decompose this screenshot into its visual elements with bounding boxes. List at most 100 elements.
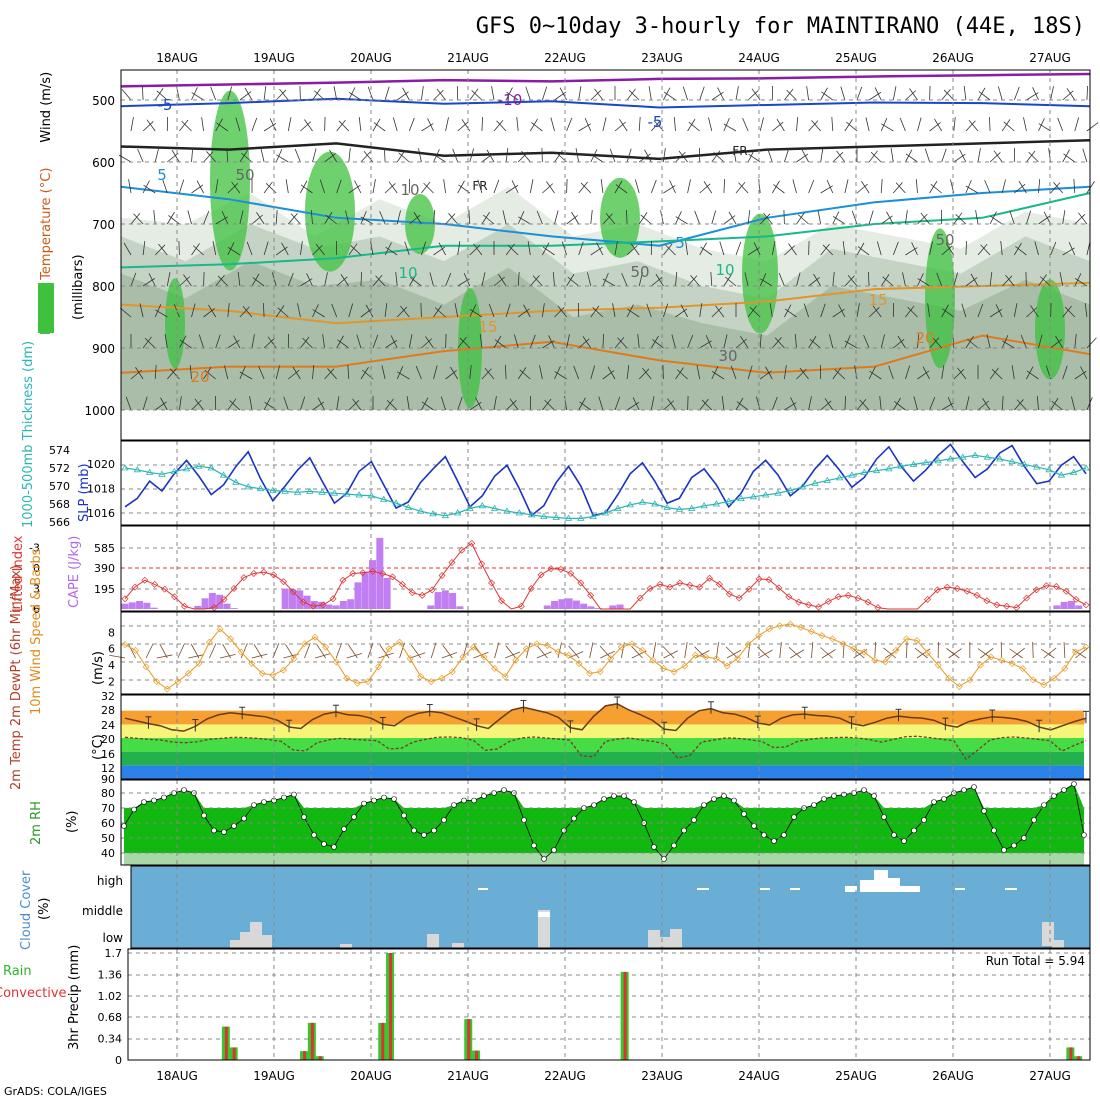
surface-wind-barb — [1032, 641, 1034, 659]
wind-barb — [251, 334, 255, 349]
wind-barb — [934, 118, 943, 132]
rh-point — [1011, 842, 1017, 849]
wind-barb — [594, 88, 604, 101]
surface-wind-barb — [914, 647, 928, 659]
wind-barb — [154, 401, 167, 411]
rh-ylabel: 2m RH — [29, 801, 44, 845]
wind-barb — [494, 339, 507, 349]
rh-point — [151, 797, 157, 804]
wind-barb — [265, 182, 277, 194]
lifted-index-point — [359, 569, 367, 577]
wind-barb — [700, 246, 713, 256]
wind-barb — [638, 153, 651, 163]
wind-barb — [690, 275, 701, 287]
wind-barb — [857, 246, 870, 256]
wind-barb — [517, 211, 525, 225]
wind-barb — [665, 244, 676, 256]
wind-barb — [963, 86, 967, 101]
precip-tick: 1.7 — [105, 947, 123, 960]
thickness-point — [1020, 460, 1029, 467]
run-total-label: Run Total = 5.94 — [986, 954, 1085, 968]
wind-barb — [638, 117, 641, 132]
wind-barb — [433, 89, 444, 101]
thickness-tick: 570 — [49, 480, 70, 493]
lifted-index-point — [280, 578, 288, 586]
wind-barb — [678, 150, 688, 163]
thickness-point — [786, 486, 795, 493]
wind-barb — [153, 210, 156, 225]
wind-barb — [275, 305, 285, 318]
rh-point — [1041, 802, 1047, 808]
rh-point — [341, 826, 347, 832]
wind-barb — [331, 303, 338, 318]
wind-barb — [1086, 181, 1095, 194]
surface-wind-barb — [1040, 648, 1055, 659]
wind-barb — [1016, 399, 1027, 411]
wind-barb — [735, 241, 742, 256]
wind-barb — [612, 303, 616, 318]
wind-barb — [142, 278, 156, 287]
wind-barb — [924, 148, 930, 163]
wind-barb — [917, 334, 920, 349]
wind-barb — [917, 213, 928, 225]
wind-barb — [1084, 303, 1088, 318]
wind-barb — [383, 147, 386, 163]
wind-barb — [671, 334, 676, 349]
wind-barb — [275, 149, 283, 163]
rh-point — [521, 817, 527, 823]
cape-bar — [587, 606, 595, 609]
surface-wind-barb — [758, 649, 773, 659]
wind-barb — [531, 122, 543, 132]
wind-barb — [179, 119, 189, 132]
high-cloud-bar — [874, 870, 888, 892]
lifted-index-point — [993, 601, 1001, 609]
wind-barb — [832, 151, 844, 163]
surface-wind-barb — [379, 644, 390, 659]
wind-barb — [130, 369, 142, 380]
wind-barb — [356, 334, 362, 349]
wind-barb — [735, 338, 747, 349]
surface-wind-barb — [851, 647, 865, 659]
panel-frame — [120, 694, 1091, 780]
cape-bar — [1053, 605, 1061, 609]
wind-barb — [1038, 334, 1043, 349]
cloud-ylabel: Cloud Cover — [19, 870, 34, 950]
wind-barb — [753, 242, 761, 256]
wind-barb — [1073, 179, 1076, 194]
lifted-index-point — [1032, 586, 1040, 594]
wind-barb — [941, 245, 953, 256]
wind-barb — [191, 92, 204, 101]
wind-barb — [421, 401, 434, 411]
contour-label: 50 — [935, 231, 954, 249]
wind-barb — [723, 178, 726, 194]
wind-speed-point — [417, 673, 425, 681]
wind-speed-point — [248, 660, 256, 668]
rh-point — [391, 796, 397, 802]
wind-barb — [755, 396, 761, 411]
lifted-index-point — [943, 583, 951, 591]
cape-bar — [281, 588, 289, 609]
wind-barb — [360, 308, 373, 318]
wind-barb — [602, 213, 613, 225]
wind-barb — [191, 184, 204, 194]
wind-barb — [582, 336, 592, 349]
precip-legend-rain: Total / Rain — [0, 964, 32, 979]
lifted-index-point — [339, 576, 347, 584]
wind-speed-point — [153, 678, 161, 686]
wind-barb — [436, 88, 446, 101]
surface-wind-barb — [883, 647, 897, 659]
wind-barb — [717, 87, 725, 101]
low-cloud-bar — [670, 929, 682, 948]
wind-barb — [201, 117, 204, 132]
surface-wind-barb — [536, 651, 552, 659]
wind-barb — [258, 365, 265, 380]
wind-speed-point — [543, 641, 551, 649]
wind-barb — [554, 210, 559, 225]
low-cloud-bar — [340, 944, 352, 950]
wind-barb — [736, 401, 749, 411]
wind-barb — [554, 150, 563, 163]
wind-barb — [687, 334, 694, 349]
wind-barb — [227, 247, 241, 256]
wind-barb — [1001, 119, 1011, 132]
